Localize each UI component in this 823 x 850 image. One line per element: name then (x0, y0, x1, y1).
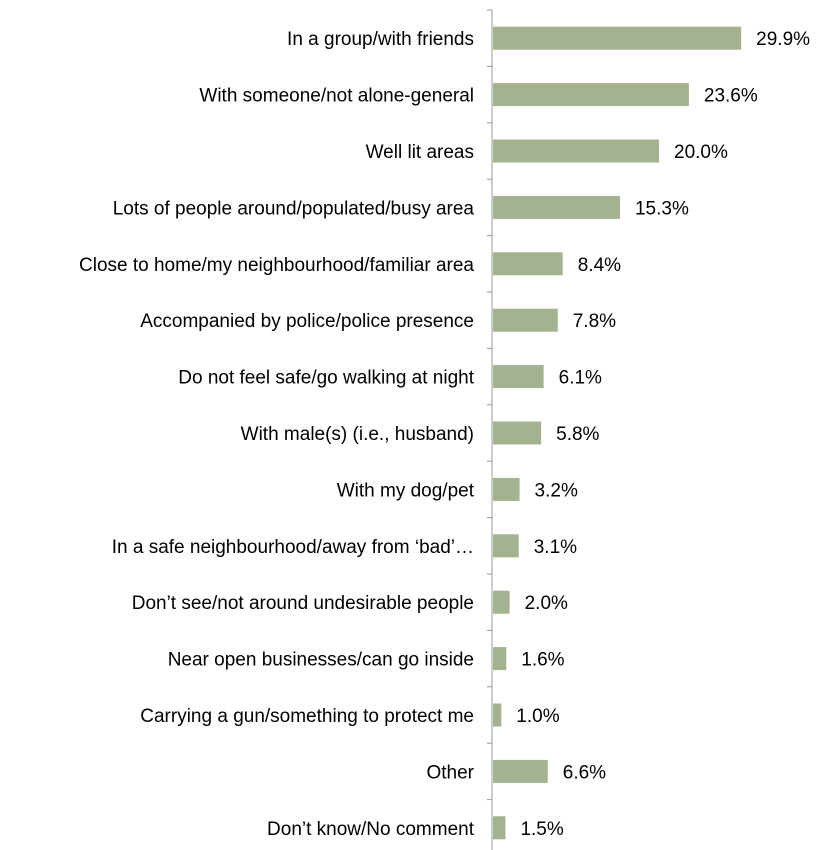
value-label: 1.0% (516, 706, 559, 727)
bar (493, 816, 506, 840)
value-label: 23.6% (704, 86, 758, 107)
value-label: 15.3% (635, 198, 689, 219)
bar (493, 647, 507, 671)
bar (493, 477, 520, 501)
category-label: Well lit areas (366, 142, 474, 163)
value-label: 8.4% (578, 255, 621, 276)
bar (493, 195, 620, 219)
value-label: 1.6% (521, 650, 564, 671)
category-label: In a group/with friends (287, 29, 474, 50)
value-label: 3.2% (535, 480, 578, 501)
bar (493, 252, 563, 276)
category-label: Lots of people around/populated/busy are… (113, 198, 475, 219)
category-label: Do not feel safe/go walking at night (178, 368, 474, 389)
value-labels: 29.9% 23.6% 20.0% 15.3% 8.4% 7.8% 6.1% 5.8% 3.2%… (516, 29, 810, 840)
value-label: 2.0% (525, 593, 568, 614)
category-label: With my dog/pet (337, 480, 475, 501)
value-label: 7.8% (573, 311, 616, 332)
value-label: 29.9% (756, 29, 810, 50)
bar (493, 534, 519, 558)
category-label: Don’t know/No comment (267, 819, 475, 840)
bar (493, 139, 659, 163)
value-label: 6.1% (559, 368, 602, 389)
bar (493, 759, 548, 783)
bar (493, 590, 510, 614)
bar (493, 26, 742, 50)
value-label: 6.6% (563, 762, 606, 783)
value-label: 3.1% (534, 537, 577, 558)
category-label: Carrying a gun/something to protect me (140, 706, 474, 727)
value-label: 1.5% (520, 819, 563, 840)
category-label: Close to home/my neighbourhood/familiar … (79, 255, 474, 276)
category-labels: In a group/with friends With someone/not … (79, 29, 475, 840)
bar (493, 308, 558, 332)
category-axis (487, 9, 493, 850)
bars (493, 26, 742, 840)
category-label: Accompanied by police/police presence (140, 311, 474, 332)
category-label: Don’t see/not around undesirable people (132, 593, 474, 614)
bar (493, 365, 544, 389)
category-label: With male(s) (i.e., husband) (241, 424, 474, 445)
category-label: In a safe neighbourhood/away from ‘bad’… (112, 537, 474, 558)
category-label: With someone/not alone-general (199, 86, 474, 107)
bar (493, 703, 502, 727)
category-label: Other (426, 762, 474, 783)
value-label: 20.0% (674, 142, 728, 163)
bar (493, 83, 689, 107)
value-label: 5.8% (556, 424, 599, 445)
category-label: Near open businesses/can go inside (168, 650, 474, 671)
bar (493, 421, 542, 445)
